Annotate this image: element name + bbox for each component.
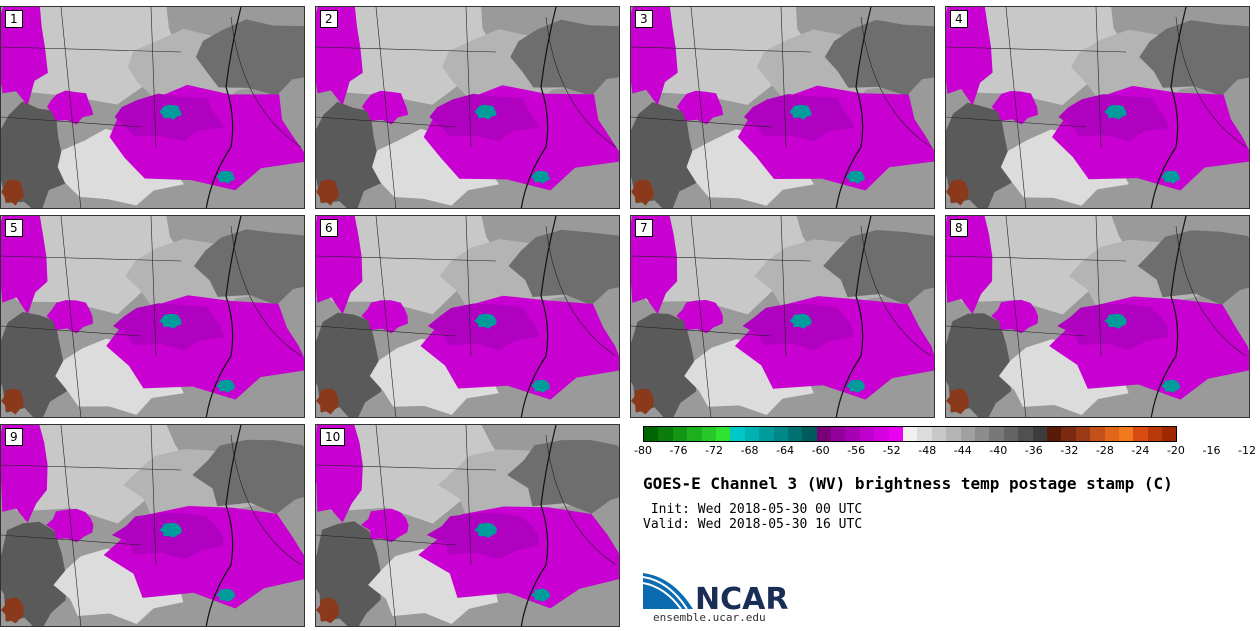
- colorbar-swatch: [960, 427, 975, 441]
- colorbar-swatch: [1046, 427, 1062, 441]
- colorbar-swatch: [1018, 427, 1033, 441]
- colorbar-tick-label: -68: [740, 444, 759, 457]
- colorbar-swatch: [1090, 427, 1105, 441]
- colorbar-swatch: [715, 427, 731, 441]
- colorbar-tick-label: -24: [1131, 444, 1150, 457]
- map-panel: 6: [315, 215, 620, 418]
- colorbar-tick-label: -32: [1060, 444, 1079, 457]
- panel-number: 8: [950, 219, 968, 237]
- colorbar-swatch: [989, 427, 1004, 441]
- colorbar-tick-label: -36: [1024, 444, 1043, 457]
- colorbar-swatch: [845, 427, 860, 441]
- colorbar-swatch: [1162, 427, 1177, 441]
- panel-number: 7: [635, 219, 653, 237]
- colorbar-tick-label: -80: [634, 444, 652, 457]
- map-panel: 3: [630, 6, 935, 209]
- colorbar-tick-label: -28: [1095, 444, 1114, 457]
- colorbar-swatch: [1118, 427, 1134, 441]
- colorbar-swatch: [744, 427, 760, 441]
- colorbar-tick-label: -20: [1166, 444, 1185, 457]
- colorbar-tick-label: -76: [669, 444, 688, 457]
- colorbar-swatch: [831, 427, 846, 441]
- map-panel: 4: [945, 6, 1250, 209]
- colorbar-swatch: [917, 427, 932, 441]
- colorbar-tick-label: -60: [811, 444, 830, 457]
- colorbar-swatch: [687, 427, 702, 441]
- colorbar-swatch: [1003, 427, 1019, 441]
- map-panel: 2: [315, 6, 620, 209]
- colorbar-swatch: [888, 427, 904, 441]
- colorbar-tick-label: -16: [1202, 444, 1221, 457]
- init-time: Init: Wed 2018-05-30 00 UTC: [643, 502, 863, 517]
- colorbar-swatch: [773, 427, 788, 441]
- valid-time: Valid: Wed 2018-05-30 16 UTC: [643, 517, 863, 532]
- colorbar-swatch: [644, 427, 659, 441]
- colorbar-tick-label: -64: [776, 444, 795, 457]
- colorbar-tick-label: -44: [953, 444, 972, 457]
- panel-number: 4: [950, 10, 968, 28]
- colorbar-swatch: [903, 427, 918, 441]
- colorbar-swatch: [759, 427, 774, 441]
- colorbar-swatch: [658, 427, 673, 441]
- colorbar-swatch: [946, 427, 961, 441]
- map-panel: 9: [0, 424, 305, 627]
- colorbar-tick-label: -72: [705, 444, 724, 457]
- colorbar-swatch: [1075, 427, 1091, 441]
- logo-url: ensemble.ucar.edu: [653, 611, 766, 624]
- panel-number: 3: [635, 10, 653, 28]
- colorbar-swatch: [1147, 427, 1163, 441]
- colorbar-tick-label: -48: [918, 444, 937, 457]
- colorbar-swatch: [730, 427, 745, 441]
- colorbar-tick-label: -40: [989, 444, 1008, 457]
- colorbar-swatch: [701, 427, 716, 441]
- colorbar-swatch: [672, 427, 688, 441]
- map-panel: 5: [0, 215, 305, 418]
- panel-number: 9: [5, 428, 23, 446]
- colorbar-swatch: [859, 427, 875, 441]
- colorbar-tick-label: -52: [882, 444, 901, 457]
- map-panel: 8: [945, 215, 1250, 418]
- colorbar-swatch: [874, 427, 889, 441]
- colorbar-swatch: [974, 427, 990, 441]
- colorbar-ticks: -80 -76 -72 -68 -64 -60 -56 -52 -48 -44 -40 -36 -32 -…: [634, 444, 1256, 460]
- colorbar-tick-label: -56: [847, 444, 866, 457]
- colorbar-swatch: [1061, 427, 1076, 441]
- panel-number: 10: [320, 428, 346, 446]
- panel-number: 5: [5, 219, 23, 237]
- plot-title: GOES-E Channel 3 (WV) brightness temp po…: [643, 474, 1173, 493]
- panel-number: 1: [5, 10, 23, 28]
- colorbar-swatch: [802, 427, 817, 441]
- colorbar-swatch: [1133, 427, 1148, 441]
- map-panel: 1: [0, 6, 305, 209]
- colorbar-swatch: [787, 427, 803, 441]
- panel-number: 6: [320, 219, 338, 237]
- colorbar-swatch: [1032, 427, 1047, 441]
- colorbar-swatch: [931, 427, 947, 441]
- ncar-logo: NCAR ensemble.ucar.edu: [642, 571, 803, 627]
- colorbar-swatch: [1104, 427, 1119, 441]
- logo-text: NCAR: [695, 582, 788, 617]
- colorbar-swatch: [816, 427, 832, 441]
- colorbar: [643, 426, 1178, 442]
- colorbar-tick-label: -12: [1238, 444, 1256, 457]
- panel-number: 2: [320, 10, 338, 28]
- map-panel: 10: [315, 424, 620, 627]
- map-panel: 7: [630, 215, 935, 418]
